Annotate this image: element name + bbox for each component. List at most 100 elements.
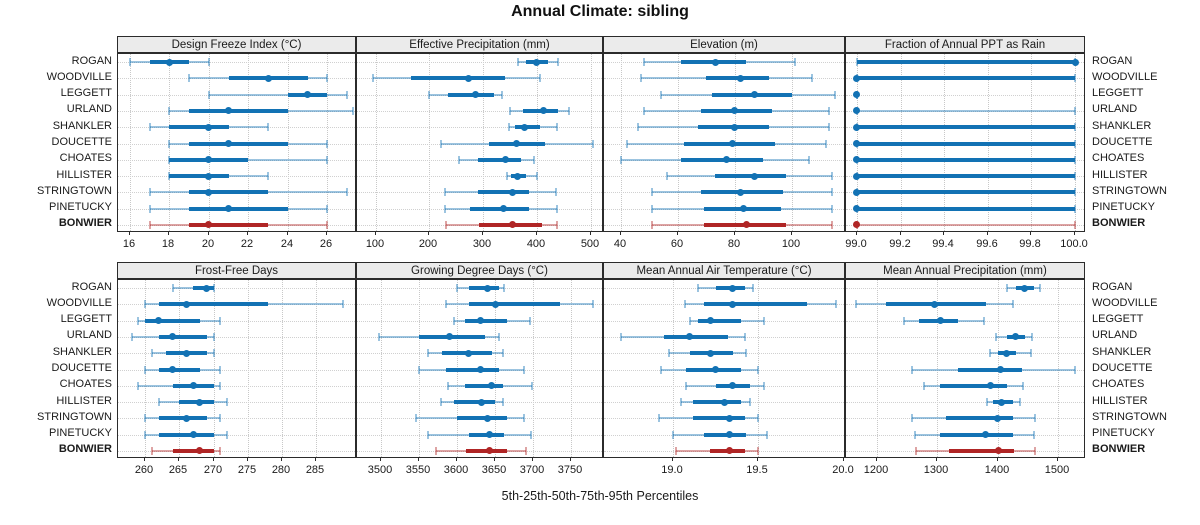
site-label-right: DOUCETTE (1092, 136, 1153, 148)
site-label-left: ROGAN (71, 281, 112, 293)
gridline-vertical (327, 54, 328, 231)
gridline-horizontal (118, 370, 355, 371)
median-dot (205, 123, 213, 131)
gridline-horizontal (118, 176, 355, 177)
x-tick-label: 19.5 (746, 464, 768, 476)
panel-plot (603, 53, 845, 232)
whisker-line (208, 93, 348, 96)
whisker-cap-high (757, 446, 760, 455)
whisker-cap-low (651, 220, 654, 229)
x-axis-tick (943, 232, 944, 235)
median-dot (725, 414, 733, 422)
site-label-left: BONWIER (58, 217, 112, 229)
median-dot (720, 398, 728, 406)
panel-plot (845, 279, 1085, 458)
x-axis-tick (1057, 458, 1058, 461)
median-dot (728, 140, 736, 147)
median-dot (205, 221, 213, 229)
median-dot (446, 333, 454, 341)
x-tick-label: 300 (472, 238, 492, 250)
whisker-cap-low (855, 300, 858, 309)
percentile-caption: 5th-25th-50th-75th-95th Percentiles (501, 489, 699, 503)
site-label-right: STRINGTOWN (1092, 411, 1167, 423)
x-tick-label: 60 (670, 238, 684, 250)
gridline-vertical (937, 280, 938, 457)
whisker-cap-low (985, 398, 988, 407)
whisker-cap-low (148, 188, 151, 197)
gridline-horizontal (846, 111, 1084, 112)
whisker-cap-high (1074, 155, 1077, 164)
x-axis-tick (677, 232, 678, 235)
x-axis-tick (208, 232, 209, 235)
x-axis-tick (129, 232, 130, 235)
whisker-cap-low (657, 414, 660, 423)
x-tick-label: 19.0 (661, 464, 683, 476)
gridline-horizontal (118, 353, 355, 354)
whisker-cap-low (443, 204, 446, 213)
iqr-bar (158, 432, 214, 437)
gridline-vertical (1058, 280, 1059, 457)
site-label-left: PINETUCKY (49, 201, 112, 213)
median-dot (169, 333, 177, 341)
panel-title: Fraction of Annual PPT as Rain (845, 36, 1085, 53)
x-tick-label: 1300 (923, 464, 949, 476)
whisker-cap-low (428, 90, 431, 99)
whisker-cap-low (148, 220, 151, 229)
iqr-bar (169, 174, 229, 179)
x-axis-tick (144, 458, 145, 461)
whisker-cap-high (500, 90, 503, 99)
gridline-horizontal (846, 95, 1084, 96)
whisker-cap-high (555, 204, 558, 213)
whisker-cap-high (352, 106, 355, 115)
site-label-right: HILLISTER (1092, 395, 1148, 407)
gridline-horizontal (846, 225, 1084, 226)
median-dot (540, 107, 548, 115)
median-dot (1003, 349, 1011, 357)
gridline-horizontal (118, 127, 355, 128)
gridline-horizontal (846, 402, 1084, 403)
site-label-left: SHANKLER (52, 120, 112, 132)
iqr-bar (468, 302, 560, 307)
whisker-cap-high (219, 381, 222, 390)
whisker-cap-low (128, 58, 131, 67)
whisker-cap-high (498, 332, 501, 341)
iqr-bar (145, 318, 200, 323)
gridline-horizontal (357, 127, 602, 128)
median-dot (853, 74, 861, 82)
gridline-vertical (533, 280, 534, 457)
whisker-cap-high (1074, 220, 1077, 229)
whisker-cap-high (555, 123, 558, 132)
whisker-line (856, 223, 1076, 226)
whisker-cap-high (1031, 332, 1034, 341)
site-label-left: BONWIER (58, 443, 112, 455)
whisker-cap-low (144, 365, 147, 374)
median-dot (264, 74, 272, 82)
whisker-cap-high (1021, 381, 1024, 390)
whisker-cap-high (1073, 365, 1076, 374)
whisker-cap-high (535, 172, 538, 181)
x-tick-label: 260 (134, 464, 154, 476)
whisker-cap-low (620, 332, 623, 341)
iqr-bar (698, 318, 742, 323)
median-dot (476, 317, 484, 325)
gridline-vertical (130, 54, 131, 231)
site-label-right: WOODVILLE (1092, 71, 1158, 83)
x-tick-label: 20 (201, 238, 215, 250)
gridline-vertical (316, 280, 317, 457)
x-axis-tick (247, 458, 248, 461)
whisker-cap-low (683, 300, 686, 309)
median-dot (712, 366, 720, 373)
median-dot (512, 140, 520, 147)
site-label-right: LEGGETT (1092, 313, 1144, 325)
median-dot (521, 123, 529, 131)
whisker-cap-high (326, 220, 329, 229)
median-dot (853, 156, 861, 164)
x-tick-label: 16 (122, 238, 136, 250)
panel-title: Mean Annual Air Temperature (°C) (603, 262, 845, 279)
whisker-cap-high (830, 188, 833, 197)
gridline-horizontal (118, 95, 355, 96)
whisker-cap-high (745, 349, 748, 358)
whisker-cap-high (1074, 188, 1077, 197)
whisker-cap-high (501, 349, 504, 358)
whisker-cap-low (144, 414, 147, 423)
